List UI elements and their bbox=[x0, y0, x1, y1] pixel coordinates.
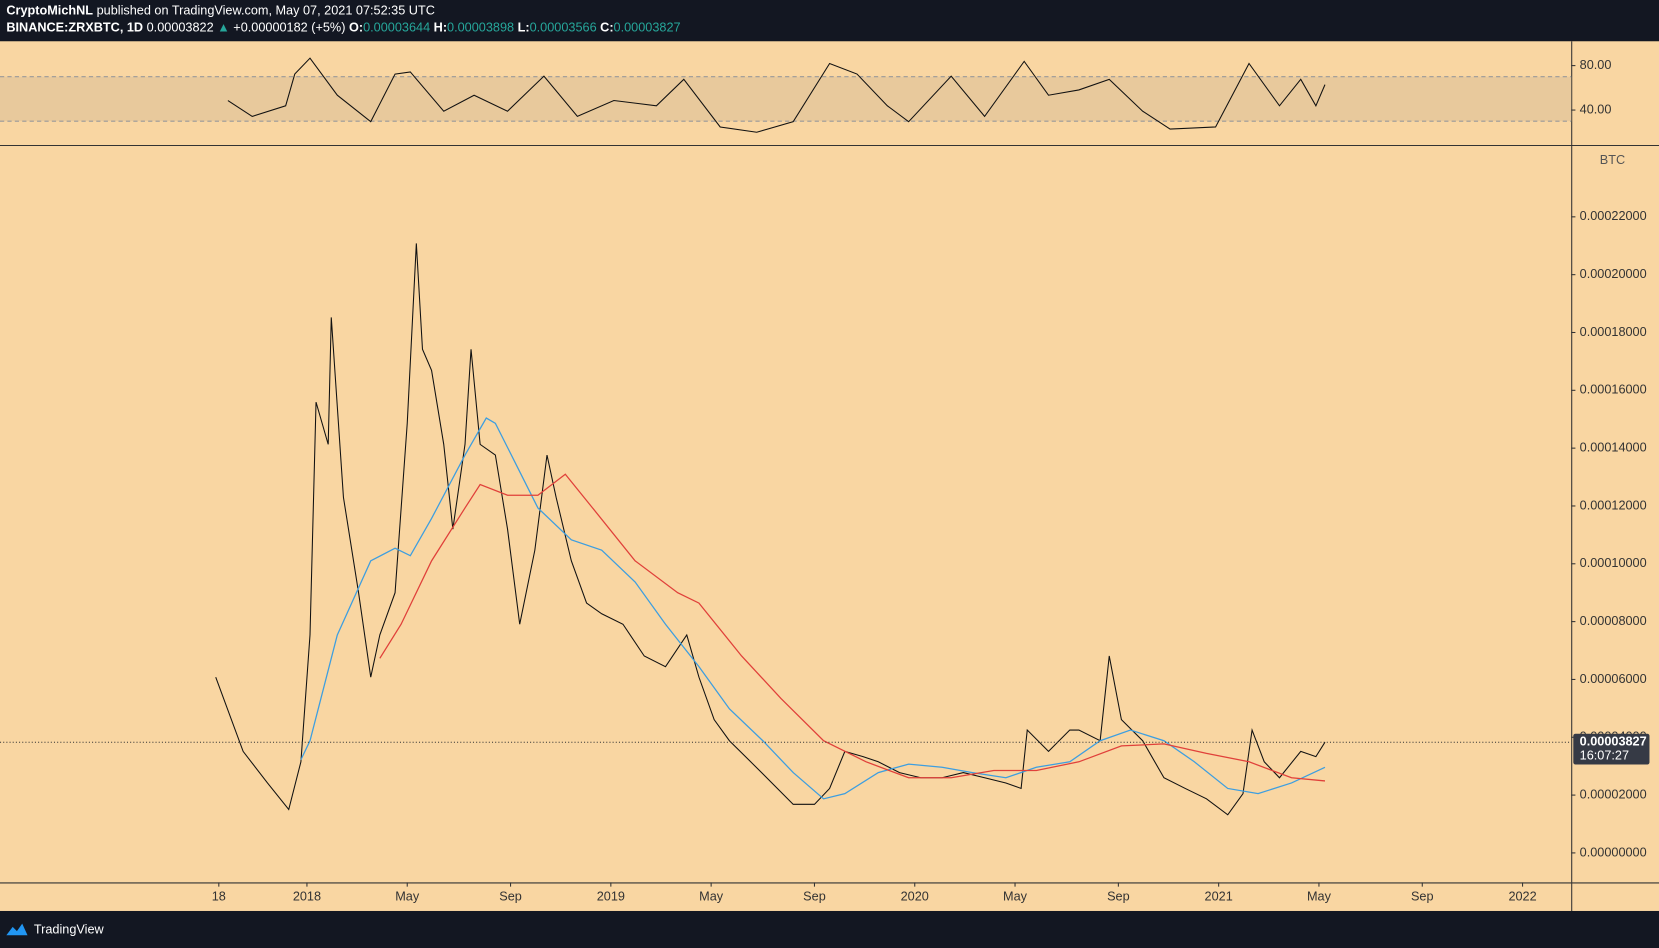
x-tick-label: 18 bbox=[212, 890, 226, 904]
x-tick-label: Sep bbox=[499, 890, 522, 904]
h-value: 0.00003898 bbox=[447, 21, 514, 35]
l-label: L: bbox=[518, 21, 530, 35]
chart-area bbox=[0, 41, 1659, 911]
x-tick-label: 2018 bbox=[293, 890, 321, 904]
y-tick-label: 0.00008000 bbox=[1580, 614, 1647, 628]
publisher: CryptoMichNL bbox=[6, 4, 93, 18]
o-label: O: bbox=[349, 21, 363, 35]
symbol: BINANCE:ZRXBTC, 1D bbox=[6, 21, 143, 35]
y-tick-label: 80.00 bbox=[1580, 58, 1612, 72]
x-tick-label: May bbox=[395, 890, 420, 904]
y-tick-label: 0.00016000 bbox=[1580, 383, 1647, 397]
y-tick-label: 0.00018000 bbox=[1580, 325, 1647, 339]
y-tick-label: 0.00010000 bbox=[1580, 556, 1647, 570]
last-price-box bbox=[1573, 733, 1650, 765]
published: published on TradingView.com, May 07, 20… bbox=[97, 4, 435, 18]
y-tick-label: 0.00002000 bbox=[1580, 787, 1647, 801]
c-value: 0.00003827 bbox=[614, 21, 681, 35]
x-tick-label: Sep bbox=[1411, 890, 1434, 904]
c-label: C: bbox=[600, 21, 613, 35]
x-tick-label: Sep bbox=[1107, 890, 1130, 904]
x-tick-label: May bbox=[1003, 890, 1028, 904]
countdown-label: 16:07:27 bbox=[1580, 748, 1629, 762]
header-line-2: BINANCE:ZRXBTC, 1D 0.00003822 ▲ +0.00000… bbox=[6, 21, 680, 35]
x-tick-label: 2021 bbox=[1205, 890, 1233, 904]
o-value: 0.00003644 bbox=[363, 21, 430, 35]
x-tick-label: May bbox=[699, 890, 724, 904]
arrow: ▲ bbox=[217, 21, 230, 35]
x-tick-label: 2022 bbox=[1508, 890, 1536, 904]
price: 0.00003822 bbox=[147, 21, 214, 35]
series-line bbox=[300, 417, 1326, 800]
x-tick-label: 2019 bbox=[597, 890, 625, 904]
y-tick-label: 40.00 bbox=[1580, 102, 1612, 116]
x-tick-label: Sep bbox=[803, 890, 826, 904]
rsi-band bbox=[0, 76, 1572, 122]
x-tick-label: May bbox=[1307, 890, 1332, 904]
y-tick-label: 0.00020000 bbox=[1580, 267, 1647, 281]
footer-brand: TradingView bbox=[34, 922, 105, 936]
change: +0.00000182 (+5%) bbox=[233, 21, 345, 35]
l-value: 0.00003566 bbox=[530, 21, 597, 35]
series-line bbox=[227, 57, 1326, 133]
y-tick-label: 0.00012000 bbox=[1580, 498, 1647, 512]
logo bbox=[6, 923, 28, 936]
x-tick-label: 2020 bbox=[901, 890, 929, 904]
y-tick-label: 0.00014000 bbox=[1580, 441, 1647, 455]
unit-label: BTC bbox=[1600, 153, 1625, 167]
y-tick-label: 0.00000000 bbox=[1580, 845, 1647, 859]
series-line bbox=[215, 243, 1326, 816]
h-label: H: bbox=[434, 21, 447, 35]
last-price-label: 0.00003827 bbox=[1580, 735, 1647, 749]
series-line bbox=[379, 473, 1326, 782]
header-line-1: CryptoMichNL published on TradingView.co… bbox=[6, 4, 435, 18]
y-tick-label: 0.00022000 bbox=[1580, 209, 1647, 223]
y-tick-label: 0.00006000 bbox=[1580, 672, 1647, 686]
